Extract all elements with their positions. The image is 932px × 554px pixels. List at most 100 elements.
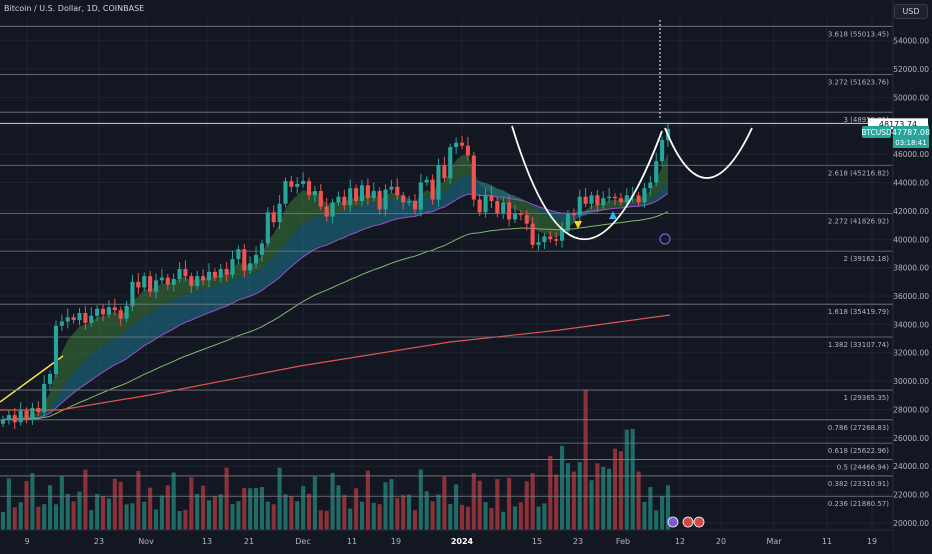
- price-tick-label: 52000.00: [893, 65, 929, 74]
- candle-body: [171, 278, 176, 285]
- volume-bar: [224, 467, 229, 530]
- volume-bar: [454, 484, 459, 530]
- price-tick-label: 34000.00: [893, 320, 929, 329]
- volume-bar: [301, 486, 306, 530]
- candle-body: [89, 315, 94, 323]
- candle-body: [124, 305, 129, 319]
- volume-bar: [524, 481, 529, 530]
- handle-pattern: [664, 127, 753, 179]
- time-axis-panel: [0, 530, 893, 550]
- candle-body: [0, 419, 6, 424]
- candle-body: [30, 408, 35, 418]
- candle-body: [495, 200, 500, 214]
- candle-body: [201, 276, 206, 281]
- candle-body: [324, 206, 329, 217]
- volume-bar: [153, 509, 159, 530]
- volume-bar: [601, 466, 606, 530]
- candle-body: [618, 198, 623, 203]
- event-icon: [682, 516, 694, 528]
- volume-bar: [495, 479, 500, 530]
- candle-body: [236, 249, 241, 260]
- time-tick-label: 2024: [451, 537, 474, 546]
- candle-body: [83, 313, 88, 323]
- candle-body: [642, 188, 647, 203]
- volume-bar: [201, 485, 206, 530]
- candle-body: [295, 183, 300, 187]
- fib-level-label: 1.618 (35419.79): [828, 308, 889, 316]
- volume-bar: [518, 502, 523, 530]
- volume-bar: [230, 504, 235, 530]
- fib-level-label: 0.236 (21880.57): [828, 500, 889, 508]
- volume-bar: [53, 504, 59, 530]
- volume-bar: [648, 487, 653, 530]
- ribbon-green: [3, 153, 668, 420]
- volume-bar: [253, 487, 259, 530]
- fib-level-label: 3 (48959.01): [843, 116, 889, 124]
- candle-body: [407, 200, 412, 203]
- candle-body: [242, 249, 247, 271]
- volume-bar: [389, 479, 394, 530]
- volume-bar: [77, 491, 82, 530]
- candle-body: [183, 269, 188, 277]
- fib-level-label: 0.382 (23310.91): [828, 480, 889, 488]
- volume-bar: [271, 504, 276, 530]
- volume-bar: [148, 487, 153, 530]
- candle-body: [383, 189, 388, 210]
- fib-level-label: 2 (39162.18): [843, 255, 889, 263]
- volume-bar: [354, 488, 359, 530]
- candle-body: [418, 182, 423, 210]
- time-tick-label: Feb: [616, 537, 630, 546]
- volume-bar: [183, 509, 188, 530]
- price-tick-label: 24000.00: [893, 462, 929, 471]
- volume-bar: [536, 506, 541, 530]
- volume-bar: [418, 469, 423, 530]
- fib-level-label: 3.618 (55013.45): [828, 30, 889, 38]
- volume-bar: [401, 495, 406, 530]
- volume-bar: [442, 476, 447, 530]
- candle-body: [507, 202, 512, 220]
- candle-body: [71, 317, 76, 321]
- price-tick-label: 28000.00: [893, 405, 929, 414]
- ema-purple-line: [2, 192, 669, 420]
- volume-bar: [512, 506, 518, 530]
- volume-bar: [12, 507, 17, 530]
- candle-body: [224, 269, 229, 275]
- volume-bar: [159, 495, 164, 530]
- candle-body: [471, 155, 476, 200]
- candle-body: [548, 236, 553, 240]
- volume-bar: [407, 494, 412, 530]
- currency-button[interactable]: USD: [894, 4, 928, 19]
- time-tick-label: 20: [716, 537, 726, 546]
- volume-bar: [560, 445, 565, 530]
- candle-body: [365, 185, 370, 199]
- volume-bar: [348, 508, 353, 530]
- volume-bar: [265, 501, 270, 530]
- fib-level-label: 1 (29365.35): [843, 394, 889, 402]
- time-tick-label: 9: [24, 537, 29, 546]
- candle-body: [512, 213, 518, 220]
- candle-body: [542, 236, 547, 243]
- candle-body: [536, 242, 541, 245]
- candle-body: [106, 307, 111, 315]
- event-icon: [659, 233, 671, 245]
- volume-bar: [336, 485, 341, 530]
- candle-body: [524, 215, 529, 224]
- candle-body: [554, 239, 559, 241]
- fib-level-label: 0.5 (24466.94): [837, 464, 889, 472]
- candle-body: [177, 269, 182, 279]
- ema-red-line: [0, 314, 671, 411]
- volume-bar: [636, 471, 641, 530]
- candle-body: [448, 147, 453, 179]
- candle-body: [306, 181, 312, 196]
- volume-bar: [177, 510, 182, 530]
- candle-body: [430, 179, 435, 200]
- fib-level-label: 2.272 (41826.92): [828, 217, 889, 225]
- price-tick-label: 26000.00: [893, 434, 929, 443]
- cup-pattern: [511, 125, 663, 241]
- candle-body: [624, 195, 629, 203]
- candle-body: [648, 182, 653, 189]
- volume-bar: [660, 495, 665, 530]
- volume-bar: [642, 501, 647, 530]
